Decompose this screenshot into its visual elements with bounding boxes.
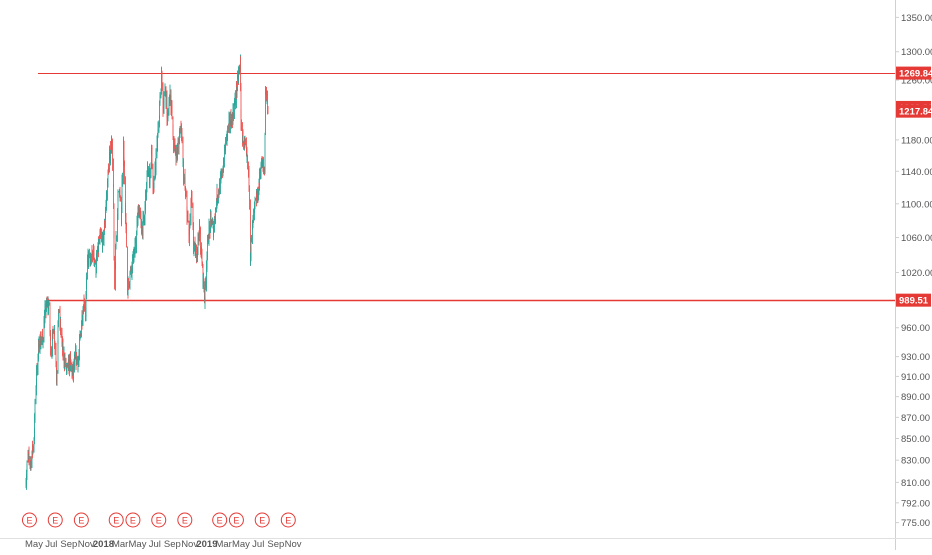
y-tick-label: 930.00 xyxy=(901,352,930,363)
current-price-badge-bg xyxy=(896,104,931,118)
earnings-event-circle xyxy=(151,512,167,528)
earnings-event-label: E xyxy=(217,516,223,526)
earnings-event-marker[interactable]: E xyxy=(151,512,167,528)
earnings-event-circle xyxy=(177,512,193,528)
y-tick-label: 1140.00 xyxy=(901,167,932,178)
earnings-event-circle xyxy=(125,512,141,528)
earnings-event-marker[interactable]: E xyxy=(47,512,63,528)
y-tick-label: 1180.00 xyxy=(901,135,932,146)
x-tick-label: 2019 xyxy=(196,539,217,550)
earnings-event-marker[interactable]: E xyxy=(280,512,296,528)
x-tick-label: Nov xyxy=(78,539,95,550)
x-tick-label: 2018 xyxy=(93,539,114,550)
level-price-badge: 989.51 xyxy=(899,296,929,307)
earnings-event-circle xyxy=(47,512,63,528)
earnings-event-marker[interactable]: E xyxy=(228,512,244,528)
earnings-event-label: E xyxy=(156,516,162,526)
y-tick-label: 1300.00 xyxy=(901,47,932,58)
x-tick-label: Mar xyxy=(112,539,128,550)
earnings-event-circle xyxy=(108,512,124,528)
earnings-event-circle xyxy=(73,512,89,528)
x-tick-label: Jul xyxy=(149,539,161,550)
y-tick-label: 910.00 xyxy=(901,372,930,383)
x-tick-label: May xyxy=(129,539,147,550)
earnings-event-marker[interactable]: E xyxy=(254,512,270,528)
x-tick-label: Nov xyxy=(181,539,198,550)
plot-background xyxy=(0,0,895,538)
level-price-badge: 1269.84 xyxy=(899,69,932,80)
earnings-event-label: E xyxy=(26,516,32,526)
y-tick-label: 792.00 xyxy=(901,498,930,509)
x-tick-label: May xyxy=(25,539,43,550)
y-tick-label: 1060.00 xyxy=(901,233,932,244)
level-price-badge-bg xyxy=(896,293,931,307)
x-tick-label: Sep xyxy=(164,539,181,550)
y-tick-label: 1100.00 xyxy=(901,199,932,210)
y-tick-label: 1020.00 xyxy=(901,268,932,279)
y-tick-label: 830.00 xyxy=(901,456,930,467)
earnings-event-label: E xyxy=(285,516,291,526)
x-tick-label: Sep xyxy=(267,539,284,550)
earnings-event-circle xyxy=(212,512,228,528)
earnings-event-label: E xyxy=(130,516,136,526)
earnings-event-circle xyxy=(280,512,296,528)
x-tick-label: May xyxy=(232,539,250,550)
x-tick-label: Nov xyxy=(285,539,302,550)
level-price-badge-bg xyxy=(896,66,931,80)
y-tick-label: 890.00 xyxy=(901,392,930,403)
y-tick-label: 870.00 xyxy=(901,413,930,424)
earnings-event-label: E xyxy=(52,516,58,526)
earnings-event-marker[interactable]: E xyxy=(108,512,124,528)
y-tick-label: 850.00 xyxy=(901,434,930,445)
earnings-event-marker[interactable]: E xyxy=(73,512,89,528)
earnings-event-label: E xyxy=(113,516,119,526)
earnings-event-label: E xyxy=(233,516,239,526)
earnings-event-marker[interactable]: E xyxy=(212,512,228,528)
candles xyxy=(25,54,269,490)
earnings-event-marker[interactable]: E xyxy=(177,512,193,528)
earnings-event-circle xyxy=(254,512,270,528)
y-tick-label: 960.00 xyxy=(901,323,930,334)
y-axis: 775.00 792.00 810.00 830.00 850.00 870.00 890.… xyxy=(895,13,932,529)
earnings-event-label: E xyxy=(182,516,188,526)
x-tick-label: Jul xyxy=(252,539,264,550)
y-tick-label: 1260.00 xyxy=(901,76,932,87)
y-tick-label: 810.00 xyxy=(901,478,930,489)
x-tick-label: Sep xyxy=(60,539,77,550)
y-tick-label: 775.00 xyxy=(901,518,930,529)
earnings-event-marker[interactable]: E xyxy=(125,512,141,528)
earnings-event-circle xyxy=(21,512,37,528)
x-tick-label: Mar xyxy=(215,539,231,550)
x-tick-label: Jul xyxy=(45,539,57,550)
earnings-event-label: E xyxy=(78,516,84,526)
y-tick-label: 1350.00 xyxy=(901,13,932,24)
earnings-event-circle xyxy=(228,512,244,528)
horizontal-levels xyxy=(37,73,895,302)
earnings-event-marker[interactable]: E xyxy=(21,512,37,528)
current-price-badge: 1217.84 xyxy=(899,107,932,118)
earnings-event-label: E xyxy=(259,516,265,526)
